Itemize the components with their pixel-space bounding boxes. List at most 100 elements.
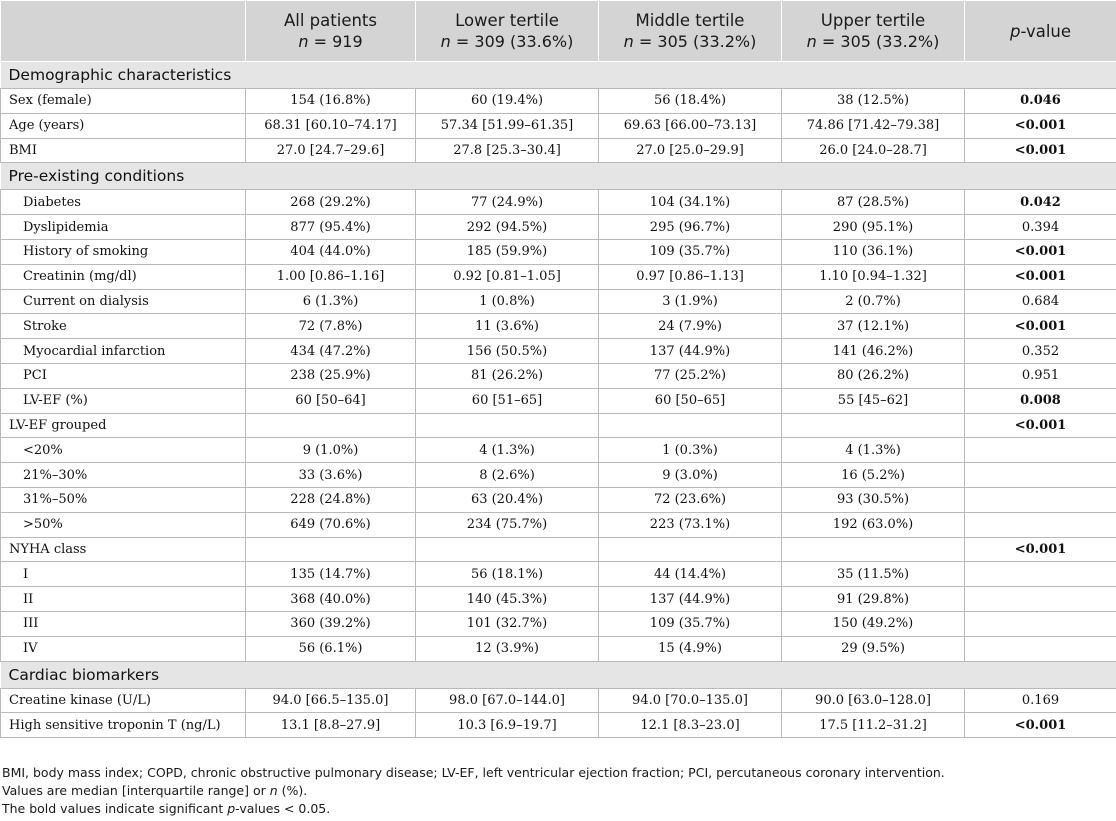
cell-all-patients: 135 (14.7%)	[245, 561, 416, 588]
cell-lower-tertile: 8 (2.6%)	[415, 462, 599, 488]
cell-p-value: 0.684	[964, 288, 1116, 315]
table-row: Creatinin (mg/dl) 1.00 [0.86–1.16] 0.92 [0…	[0, 263, 1116, 290]
cell-lower-tertile: 60 (19.4%)	[415, 88, 599, 114]
cell-all-patients: 27.0 [24.7–29.6]	[245, 137, 416, 164]
cell-upper-tertile: 192 (63.0%)	[781, 511, 965, 538]
cell-lower-tertile: 4 (1.3%)	[415, 437, 599, 464]
row-label: High sensitive troponin T (ng/L)	[0, 712, 246, 739]
cell-p-value: 0.169	[964, 687, 1116, 714]
p-value: 0.684	[1021, 293, 1060, 309]
p-symbol: p	[227, 801, 236, 816]
header-lower-count-text: = 309 (33.6%)	[450, 32, 574, 51]
section-title: Cardiac biomarkers	[0, 660, 1116, 689]
cell-p-value	[964, 586, 1116, 612]
cell-all-patients: 9 (1.0%)	[245, 437, 416, 464]
cell-lower-tertile: 57.34 [51.99–61.35]	[415, 112, 599, 139]
footnote-bold-post: -values < 0.05.	[235, 801, 331, 816]
cell-middle-tertile: 60 [50–65]	[598, 387, 782, 414]
cell-middle-tertile: 72 (23.6%)	[598, 486, 782, 513]
cell-all-patients: 94.0 [66.5–135.0]	[245, 687, 416, 714]
table-row: >50% 649 (70.6%) 234 (75.7%) 223 (73.1%) 192…	[0, 511, 1116, 538]
cell-middle-tertile: 104 (34.1%)	[598, 189, 782, 216]
cell-all-patients: 1.00 [0.86–1.16]	[245, 263, 416, 290]
footnote-values-post: (%).	[277, 783, 308, 798]
cell-all-patients	[245, 412, 416, 439]
cell-lower-tertile: 63 (20.4%)	[415, 486, 599, 513]
cell-all-patients: 6 (1.3%)	[245, 288, 416, 315]
cell-upper-tertile: 16 (5.2%)	[781, 462, 965, 488]
cell-p-value: <0.001	[964, 313, 1116, 340]
cell-lower-tertile: 77 (24.9%)	[415, 189, 599, 216]
header-upper-tertile: Upper tertile n = 305 (33.2%)	[781, 0, 965, 62]
cell-p-value: <0.001	[964, 137, 1116, 164]
n-symbol: n	[806, 32, 817, 51]
header-middle-count-text: = 305 (33.2%)	[633, 32, 757, 51]
p-value: 0.352	[1021, 343, 1060, 359]
cell-middle-tertile: 137 (44.9%)	[598, 338, 782, 364]
cell-middle-tertile: 137 (44.9%)	[598, 586, 782, 612]
cell-p-value	[964, 486, 1116, 513]
cell-p-value: 0.042	[964, 189, 1116, 216]
cell-p-value	[964, 462, 1116, 488]
cell-upper-tertile: 91 (29.8%)	[781, 586, 965, 612]
table-body: Demographic characteristics Sex (female) 1…	[0, 61, 1116, 739]
cell-upper-tertile: 38 (12.5%)	[781, 88, 965, 114]
cell-lower-tertile: 12 (3.9%)	[415, 635, 599, 662]
cell-lower-tertile: 234 (75.7%)	[415, 511, 599, 538]
n-symbol: n	[269, 783, 278, 798]
header-all-count: n = 919	[250, 31, 411, 52]
cell-upper-tertile: 1.10 [0.94–1.32]	[781, 263, 965, 290]
cell-p-value: <0.001	[964, 263, 1116, 290]
header-upper-title: Upper tertile	[820, 11, 926, 30]
cell-all-patients: 434 (47.2%)	[245, 338, 416, 364]
cell-middle-tertile: 94.0 [70.0–135.0]	[598, 687, 782, 714]
row-label: PCI	[0, 362, 246, 389]
cell-upper-tertile	[781, 536, 965, 563]
p-value-significant: <0.001	[1014, 269, 1067, 285]
cell-all-patients: 268 (29.2%)	[245, 189, 416, 216]
cell-middle-tertile: 9 (3.0%)	[598, 462, 782, 488]
p-value-significant: <0.001	[1014, 318, 1067, 334]
cell-all-patients: 404 (44.0%)	[245, 238, 416, 265]
cell-lower-tertile: 60 [51–65]	[415, 387, 599, 414]
table-row: History of smoking 404 (44.0%) 185 (59.9%)…	[0, 238, 1116, 265]
cell-p-value: <0.001	[964, 112, 1116, 139]
row-label: Myocardial infarction	[0, 338, 246, 364]
cell-middle-tertile: 109 (35.7%)	[598, 238, 782, 265]
cell-middle-tertile: 3 (1.9%)	[598, 288, 782, 315]
table-row: Dyslipidemia 877 (95.4%) 292 (94.5%) 295 (9…	[0, 214, 1116, 240]
header-p-value-text: -value	[1020, 21, 1072, 41]
cell-lower-tertile	[415, 412, 599, 439]
row-label: IV	[0, 635, 246, 662]
p-value: 0.394	[1021, 219, 1060, 235]
p-symbol: p	[1009, 21, 1021, 41]
header-lower-title: Lower tertile	[455, 11, 559, 30]
section-title: Demographic characteristics	[0, 61, 1116, 89]
cell-middle-tertile: 295 (96.7%)	[598, 214, 782, 240]
cell-all-patients: 33 (3.6%)	[245, 462, 416, 488]
p-value-significant: 0.042	[1020, 194, 1061, 210]
p-value-significant: 0.046	[1020, 93, 1061, 109]
table-row: PCI 238 (25.9%) 81 (26.2%) 77 (25.2%) 80 (26…	[0, 362, 1116, 389]
cell-p-value	[964, 561, 1116, 588]
cell-p-value	[964, 437, 1116, 464]
cell-lower-tertile: 101 (32.7%)	[415, 610, 599, 637]
header-variable	[0, 0, 246, 62]
cell-lower-tertile: 1 (0.8%)	[415, 288, 599, 315]
header-middle-count: n = 305 (33.2%)	[603, 31, 777, 52]
cell-upper-tertile: 29 (9.5%)	[781, 635, 965, 662]
p-value: 0.169	[1021, 692, 1060, 708]
row-label: History of smoking	[0, 238, 246, 265]
table-header: All patients n = 919 Lower tertile n = 3…	[0, 0, 1116, 62]
row-label: 31%–50%	[0, 486, 246, 513]
cell-all-patients: 68.31 [60.10–74.17]	[245, 112, 416, 139]
cell-middle-tertile: 77 (25.2%)	[598, 362, 782, 389]
cell-upper-tertile: 150 (49.2%)	[781, 610, 965, 637]
cell-lower-tertile: 98.0 [67.0–144.0]	[415, 687, 599, 714]
cell-all-patients: 56 (6.1%)	[245, 635, 416, 662]
section-title: Pre-existing conditions	[0, 162, 1116, 191]
header-upper-count: n = 305 (33.2%)	[786, 31, 960, 52]
p-value-significant: <0.001	[1014, 118, 1067, 134]
cell-all-patients: 877 (95.4%)	[245, 214, 416, 240]
p-value-significant: 0.008	[1020, 393, 1061, 409]
